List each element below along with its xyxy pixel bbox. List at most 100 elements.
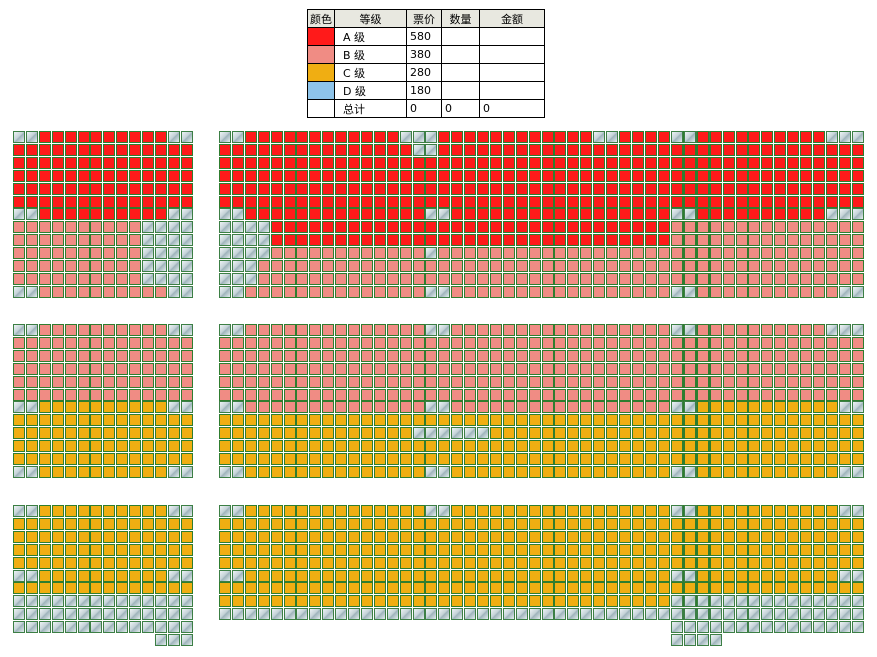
seat-grade-b[interactable] — [13, 336, 25, 349]
seat-grade-a[interactable] — [257, 143, 270, 156]
seat-grade-a[interactable] — [477, 208, 489, 221]
seat-grade-c[interactable] — [748, 543, 761, 556]
seat-grade-a[interactable] — [77, 131, 90, 143]
seat-grade-a[interactable] — [580, 221, 593, 234]
seat-grade-b[interactable] — [38, 375, 51, 388]
seat-grade-c[interactable] — [373, 517, 386, 530]
seat-grade-b[interactable] — [386, 401, 399, 414]
seat-grade-c[interactable] — [761, 582, 774, 595]
seat-grade-a[interactable] — [541, 221, 554, 234]
seat-grade-a[interactable] — [360, 208, 373, 221]
seat-grade-c[interactable] — [64, 505, 77, 517]
seat-grade-b[interactable] — [322, 336, 335, 349]
seat-grade-b[interactable] — [825, 247, 838, 260]
seat-grade-a[interactable] — [244, 208, 257, 221]
seat-grade-b[interactable] — [851, 375, 864, 388]
seat-grade-c[interactable] — [399, 465, 412, 478]
seat-grade-a[interactable] — [25, 156, 38, 169]
seat-grade-a[interactable] — [360, 169, 373, 182]
seat-grade-a[interactable] — [386, 234, 399, 247]
seat-grade-c[interactable] — [231, 556, 244, 569]
seat-grade-c[interactable] — [129, 582, 142, 595]
seat-grade-c[interactable] — [309, 582, 322, 595]
seat-grade-c[interactable] — [231, 414, 244, 427]
seat-grade-c[interactable] — [373, 530, 386, 543]
seat-grade-c[interactable] — [464, 414, 477, 427]
seat-grade-c[interactable] — [38, 401, 51, 414]
seat-grade-a[interactable] — [631, 208, 644, 221]
seat-grade-b[interactable] — [825, 221, 838, 234]
seat-grade-b[interactable] — [335, 285, 348, 298]
seat-grade-b[interactable] — [748, 375, 761, 388]
seat-grade-c[interactable] — [606, 427, 618, 440]
seat-grade-c[interactable] — [438, 556, 451, 569]
seat-grade-c[interactable] — [116, 427, 129, 440]
seat-grade-a[interactable] — [257, 131, 270, 143]
seat-grade-c[interactable] — [116, 465, 129, 478]
seat-grade-b[interactable] — [167, 375, 180, 388]
seat-grade-b[interactable] — [851, 260, 864, 272]
seat-grade-c[interactable] — [360, 556, 373, 569]
seat-grade-c[interactable] — [51, 505, 64, 517]
seat-grade-b[interactable] — [774, 349, 787, 362]
seat-grade-c[interactable] — [154, 505, 167, 517]
seat-grade-a[interactable] — [477, 156, 489, 169]
seat-grade-b[interactable] — [90, 285, 103, 298]
seat-grade-b[interactable] — [800, 260, 812, 272]
seat-grade-b[interactable] — [451, 247, 464, 260]
seat-grade-c[interactable] — [129, 401, 142, 414]
seat-grade-a[interactable] — [296, 182, 309, 195]
seat-grade-a[interactable] — [38, 208, 51, 221]
seat-grade-c[interactable] — [90, 505, 103, 517]
seat-grade-c[interactable] — [541, 530, 554, 543]
seat-grade-c[interactable] — [606, 530, 618, 543]
seat-grade-c[interactable] — [464, 582, 477, 595]
seat-grade-c[interactable] — [644, 517, 657, 530]
seat-grade-c[interactable] — [825, 569, 838, 582]
seat-grade-c[interactable] — [464, 440, 477, 453]
seat-grade-c[interactable] — [386, 440, 399, 453]
seat-grade-c[interactable] — [528, 440, 541, 453]
seat-grade-b[interactable] — [142, 388, 154, 401]
seat-grade-c[interactable] — [554, 530, 567, 543]
seat-grade-c[interactable] — [257, 543, 270, 556]
seat-grade-b[interactable] — [618, 362, 631, 375]
seat-grade-a[interactable] — [812, 195, 825, 208]
seat-grade-c[interactable] — [761, 530, 774, 543]
seat-grade-c[interactable] — [838, 517, 851, 530]
seat-grade-b[interactable] — [709, 221, 722, 234]
seat-grade-c[interactable] — [360, 440, 373, 453]
seat-grade-a[interactable] — [25, 195, 38, 208]
seat-grade-a[interactable] — [296, 234, 309, 247]
seat-grade-b[interactable] — [644, 362, 657, 375]
seat-grade-b[interactable] — [283, 260, 296, 272]
seat-grade-a[interactable] — [219, 156, 231, 169]
seat-grade-c[interactable] — [812, 556, 825, 569]
seat-grade-a[interactable] — [489, 234, 502, 247]
seat-grade-c[interactable] — [244, 543, 257, 556]
seat-grade-a[interactable] — [761, 182, 774, 195]
seat-grade-a[interactable] — [231, 143, 244, 156]
seat-grade-b[interactable] — [606, 336, 618, 349]
seat-grade-a[interactable] — [360, 131, 373, 143]
seat-grade-c[interactable] — [296, 556, 309, 569]
seat-grade-b[interactable] — [373, 362, 386, 375]
seat-grade-b[interactable] — [51, 375, 64, 388]
seat-grade-a[interactable] — [129, 143, 142, 156]
seat-grade-a[interactable] — [270, 182, 283, 195]
seat-grade-a[interactable] — [412, 169, 425, 182]
seat-grade-c[interactable] — [774, 414, 787, 427]
seat-grade-c[interactable] — [38, 465, 51, 478]
seat-grade-a[interactable] — [580, 169, 593, 182]
seat-grade-c[interactable] — [554, 543, 567, 556]
seat-grade-c[interactable] — [774, 401, 787, 414]
seat-grade-c[interactable] — [51, 569, 64, 582]
seat-grade-c[interactable] — [631, 453, 644, 465]
seat-grade-c[interactable] — [851, 530, 864, 543]
seat-grade-c[interactable] — [606, 414, 618, 427]
seat-grade-b[interactable] — [296, 285, 309, 298]
seat-grade-c[interactable] — [671, 427, 683, 440]
seat-grade-b[interactable] — [722, 362, 735, 375]
seat-grade-c[interactable] — [348, 569, 360, 582]
seat-grade-a[interactable] — [438, 195, 451, 208]
